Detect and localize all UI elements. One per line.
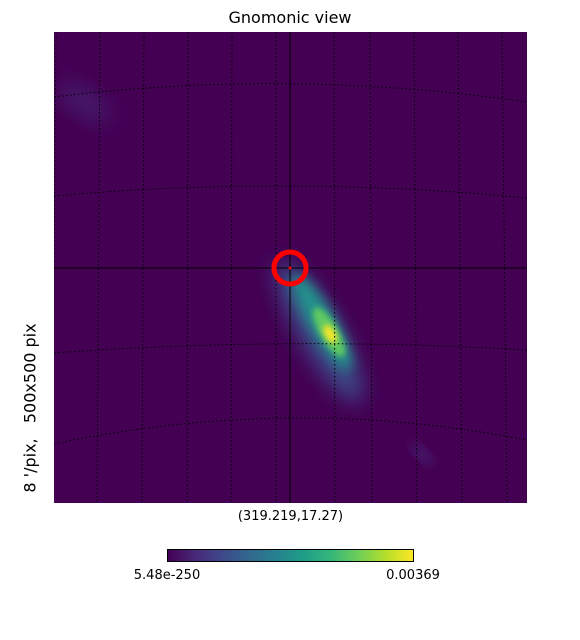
gnomonic-map bbox=[54, 32, 527, 503]
marker-center-dot bbox=[288, 266, 292, 270]
resolution-label: 8 '/pix, 500x500 pix bbox=[20, 323, 40, 493]
colorbar bbox=[167, 549, 414, 562]
marker-circle bbox=[271, 249, 309, 287]
center-coordinates: (319.219,17.27) bbox=[237, 509, 344, 524]
density-peak bbox=[323, 324, 337, 344]
graticule-meridians bbox=[54, 32, 508, 503]
chart-title: Gnomonic view bbox=[228, 8, 352, 27]
probability-density bbox=[58, 82, 433, 465]
colorbar-min-label: 5.48e-250 bbox=[133, 568, 201, 583]
density-faint-tail bbox=[58, 82, 110, 122]
colorbar-max-label: 0.00369 bbox=[386, 568, 440, 583]
